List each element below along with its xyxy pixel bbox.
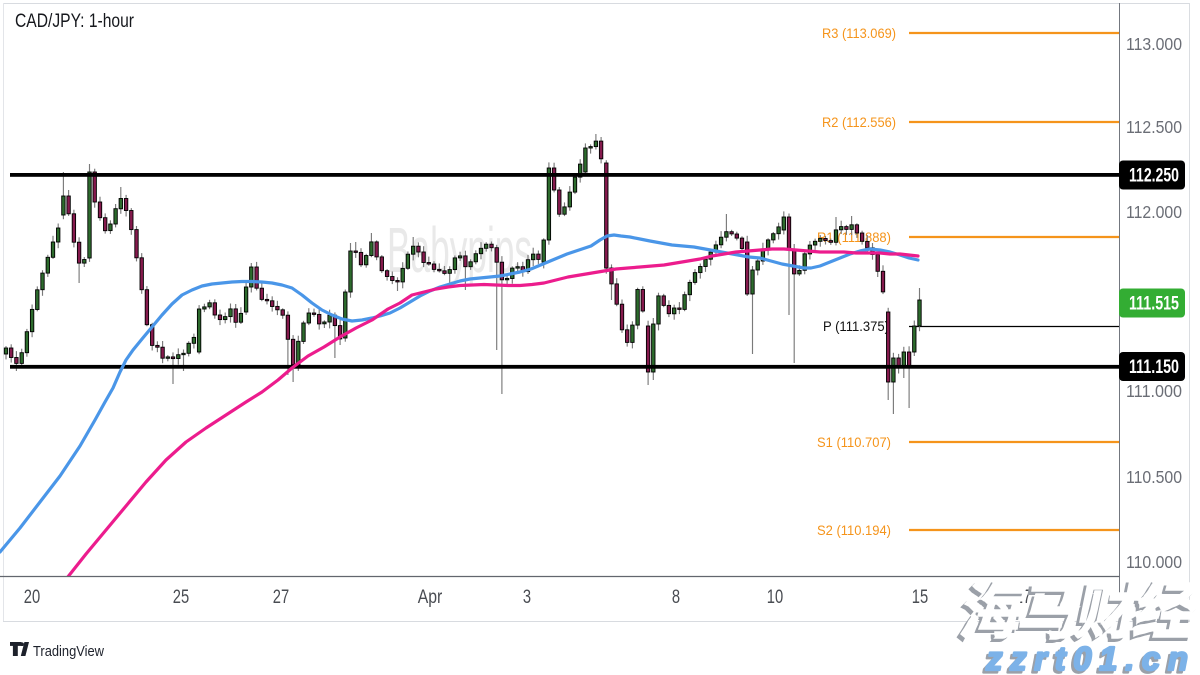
svg-text:113.000: 113.000 xyxy=(1126,34,1182,54)
svg-text:25: 25 xyxy=(173,587,189,608)
svg-text:110.500: 110.500 xyxy=(1126,467,1182,487)
svg-text:111.515: 111.515 xyxy=(1129,294,1179,315)
svg-text:Apr: Apr xyxy=(418,587,443,608)
svg-text:27: 27 xyxy=(273,587,289,608)
svg-text:S1 (110.707): S1 (110.707) xyxy=(817,435,891,450)
svg-text:110.000: 110.000 xyxy=(1126,552,1182,572)
svg-text:zzrt01.cn: zzrt01.cn xyxy=(985,640,1188,675)
svg-text:10: 10 xyxy=(767,587,783,608)
svg-text:S2 (110.194): S2 (110.194) xyxy=(817,523,891,538)
svg-text:112.250: 112.250 xyxy=(1129,166,1179,187)
svg-text:8: 8 xyxy=(672,587,680,608)
svg-text:111.150: 111.150 xyxy=(1129,357,1179,378)
svg-text:zzrt01.cn: zzrt01.cn xyxy=(983,643,1186,675)
svg-text:R1 (111.888): R1 (111.888) xyxy=(817,230,891,245)
svg-text:20: 20 xyxy=(24,587,40,608)
svg-text:P (111.375): P (111.375) xyxy=(823,319,889,334)
svg-text:TradingView: TradingView xyxy=(33,643,104,660)
svg-text:R3 (113.069): R3 (113.069) xyxy=(822,26,896,41)
svg-text:112.000: 112.000 xyxy=(1126,202,1182,222)
svg-text:R2 (112.556): R2 (112.556) xyxy=(822,115,896,130)
svg-text:15: 15 xyxy=(912,587,928,608)
svg-text:3: 3 xyxy=(523,587,531,608)
svg-text:CAD/JPY: 1-hour: CAD/JPY: 1-hour xyxy=(15,11,135,32)
svg-text:112.500: 112.500 xyxy=(1126,117,1182,137)
svg-text:111.000: 111.000 xyxy=(1126,381,1182,401)
